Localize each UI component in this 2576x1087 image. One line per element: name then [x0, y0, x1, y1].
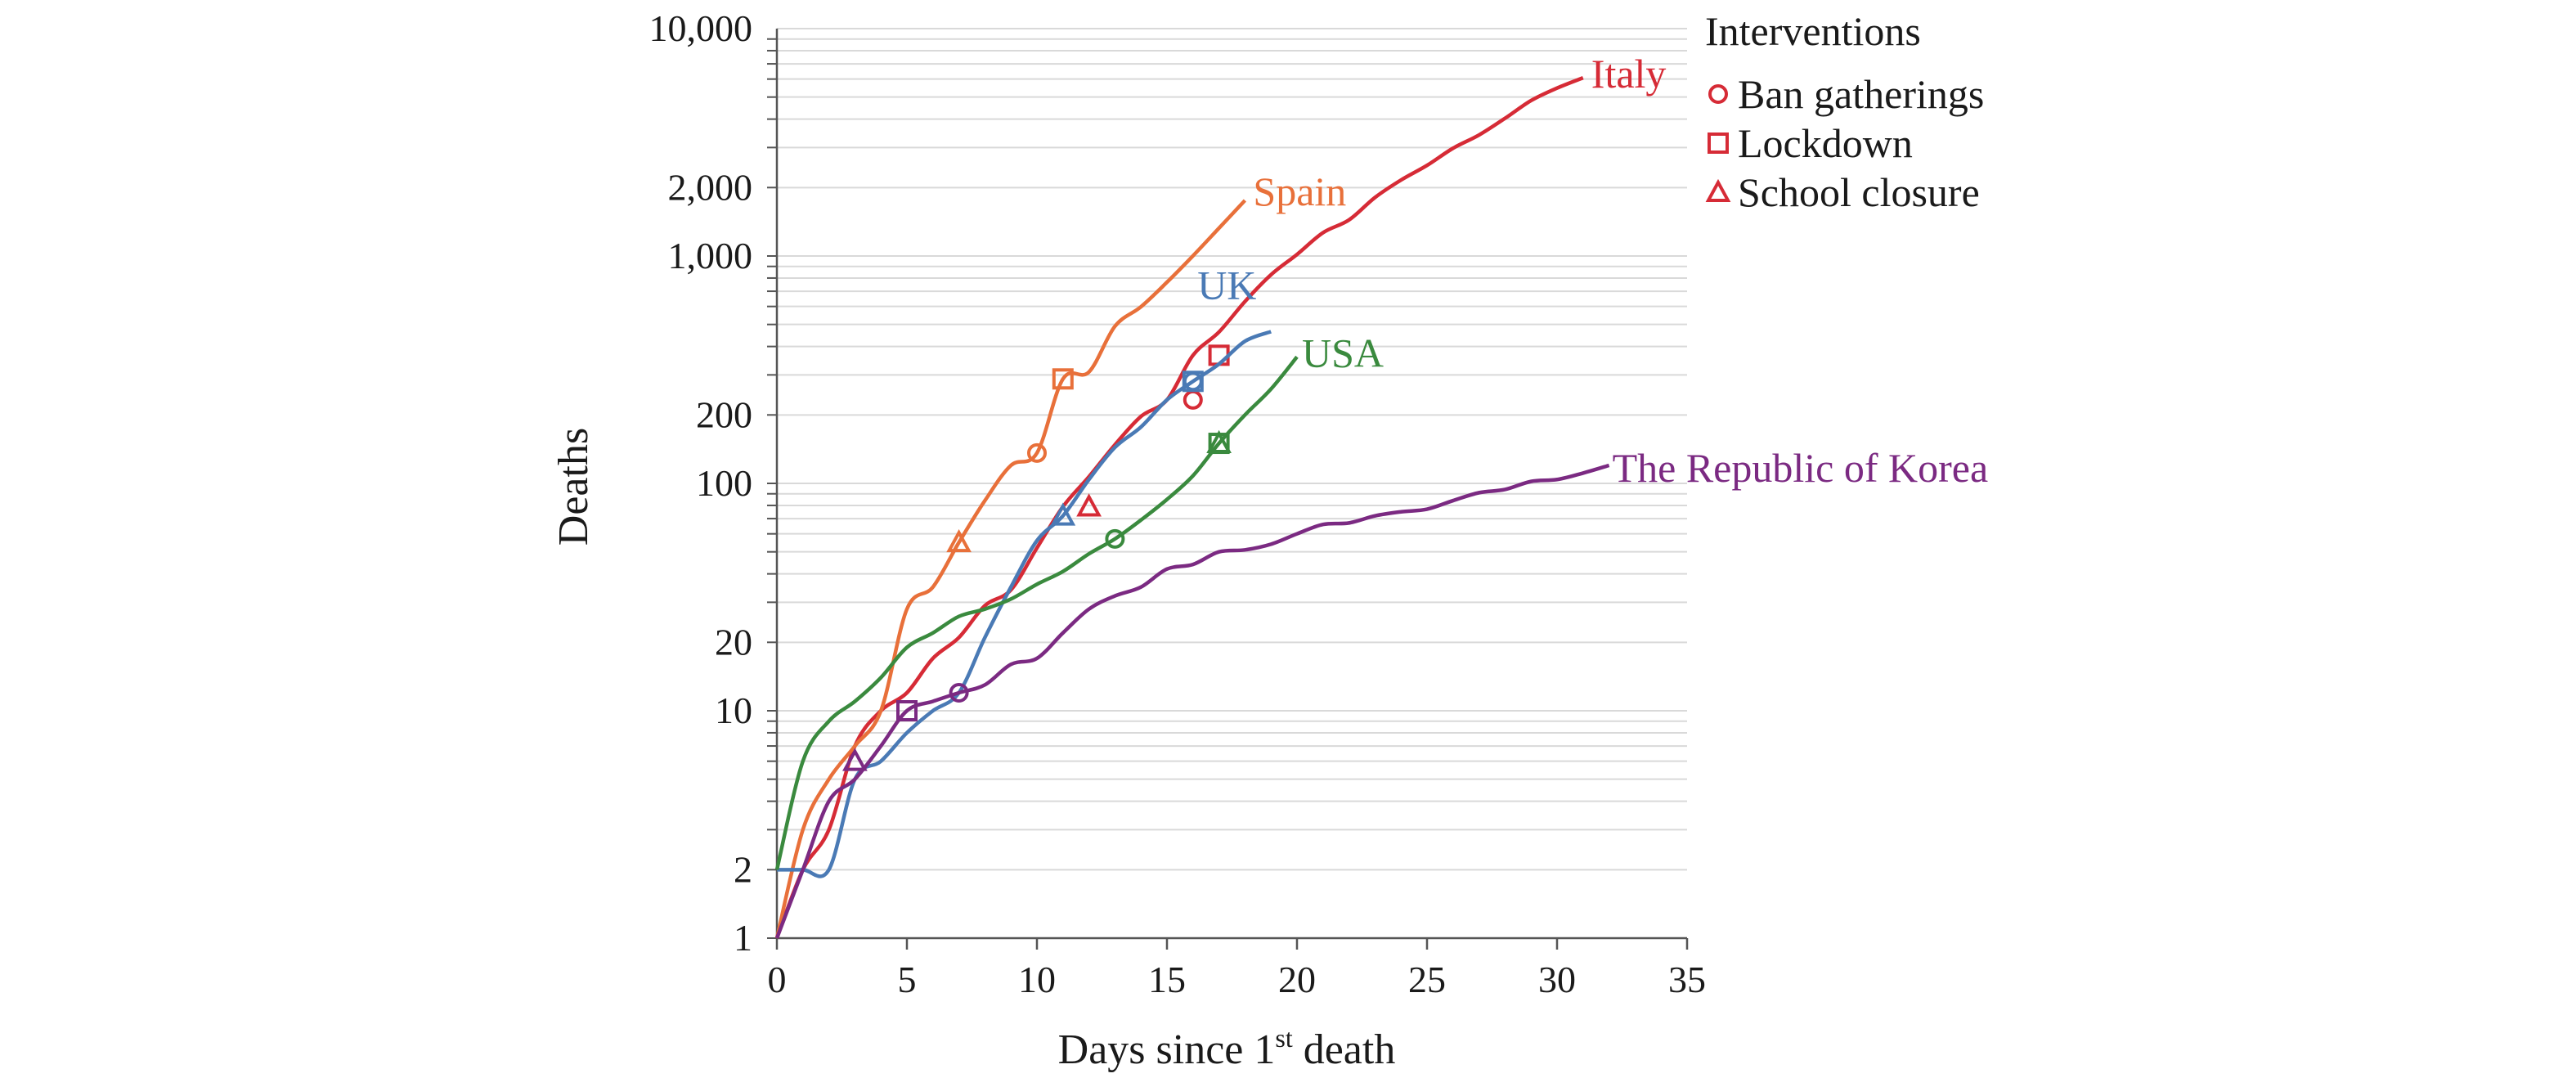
series-label-italy: Italy	[1591, 51, 1667, 97]
series-line-italy	[774, 76, 1584, 939]
intervention-triangle-spain	[946, 529, 972, 553]
series-label-spain: Spain	[1253, 168, 1346, 214]
intervention-triangle-usa	[1206, 429, 1232, 454]
legend-circle-icon	[1708, 84, 1728, 104]
y-tick-label: 10,000	[649, 7, 753, 49]
legend-triangle-icon	[1705, 178, 1731, 202]
axes: 0 5 10 15 20 25 30 35 1 2 10 20 100 200 1,000 2,000 10,0…	[649, 7, 1707, 1000]
legend-item-label: Lockdown	[1738, 120, 1913, 166]
intervention-triangle-uk	[1050, 502, 1076, 526]
y-tick-label: 1,000	[668, 235, 753, 276]
legend: Interventions Ban gatheringsLockdownScho…	[1705, 8, 1984, 215]
y-tick-label: 2	[734, 848, 752, 890]
x-tick-label: 20	[1278, 959, 1316, 1000]
y-tick-label: 100	[696, 462, 752, 504]
y-tick-label: 1	[734, 917, 752, 959]
intervention-circle-usa	[1105, 528, 1125, 549]
legend-item-label: Ban gatherings	[1738, 71, 1984, 117]
series-line-usa	[774, 355, 1299, 870]
y-tick-label: 2,000	[668, 166, 753, 208]
plot-area	[774, 76, 1610, 939]
series-labels: Italy Spain UK USA The Republic of Korea	[1197, 51, 1988, 491]
legend-title: Interventions	[1705, 8, 1921, 54]
series-label-the-republic-of-korea: The Republic of Korea	[1613, 445, 1989, 491]
intervention-circle-italy	[1183, 389, 1203, 410]
x-tick-label: 35	[1668, 959, 1706, 1000]
intervention-square-italy	[1208, 344, 1230, 366]
x-tick-label: 25	[1408, 959, 1446, 1000]
intervention-circle-spain	[1027, 442, 1047, 463]
y-axis-title: Deaths	[550, 428, 597, 546]
series-line-the-republic-of-korea	[774, 463, 1610, 939]
series-line-spain	[774, 199, 1247, 939]
intervention-square-the-republic-of-korea	[896, 700, 918, 721]
legend-item-label: School closure	[1738, 169, 1980, 215]
intervention-triangle-italy	[1076, 493, 1102, 517]
series-label-uk: UK	[1197, 262, 1256, 308]
x-tick-label: 10	[1018, 959, 1056, 1000]
intervention-triangle-the-republic-of-korea	[842, 748, 868, 771]
x-tick-label: 30	[1538, 959, 1576, 1000]
x-axis-title: Days since 1st death	[1058, 1023, 1396, 1073]
x-tick-label: 0	[768, 959, 787, 1000]
legend-square-icon	[1708, 133, 1729, 154]
x-tick-label: 15	[1148, 959, 1186, 1000]
series-line-uk	[777, 330, 1272, 878]
y-tick-label: 10	[715, 689, 752, 731]
x-tick-label: 5	[898, 959, 917, 1000]
y-tick-label: 200	[696, 393, 752, 435]
y-tick-label: 20	[715, 621, 752, 663]
intervention-circle-the-republic-of-korea	[949, 682, 969, 703]
series-label-usa: USA	[1302, 330, 1384, 375]
intervention-square-uk	[1182, 371, 1204, 393]
grid-lines	[777, 28, 1687, 871]
intervention-square-spain	[1052, 368, 1074, 390]
